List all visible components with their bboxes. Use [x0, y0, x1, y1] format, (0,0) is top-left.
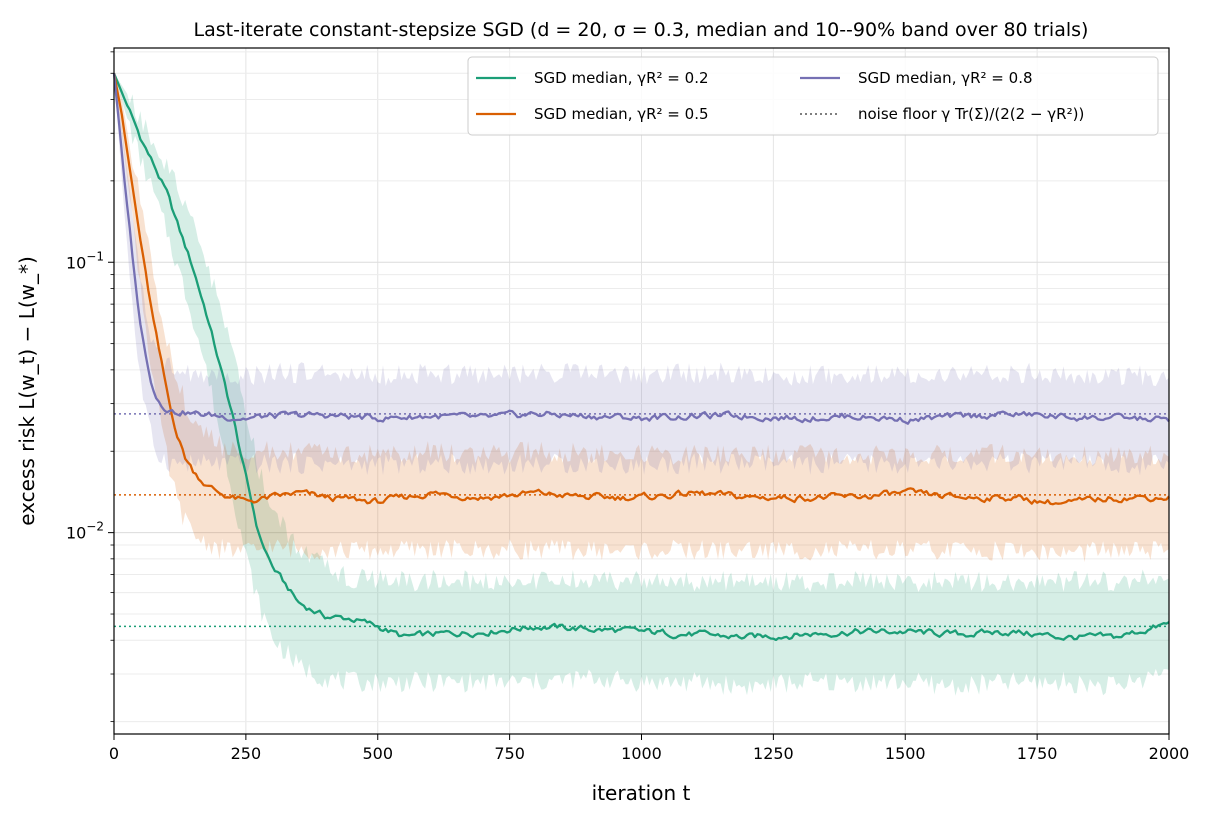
- legend-label-4: noise floor γ Tr(Σ)/(2(2 − γR²)): [858, 105, 1084, 123]
- x-axis-label: iteration t: [592, 781, 691, 805]
- median-line-series-2: [112, 73, 1170, 506]
- legend-label-1: SGD median, γR² = 0.2: [534, 69, 709, 87]
- median-line-series-1: [112, 72, 1170, 642]
- x-tick-label: 750: [494, 744, 525, 763]
- legend: SGD median, γR² = 0.2 SGD median, γR² = 0…: [467, 56, 1159, 136]
- band-series-1: [114, 73, 1169, 696]
- x-tick-label: 250: [231, 744, 262, 763]
- chart-title: Last-iterate constant-stepsize SGD (d = …: [194, 19, 1089, 41]
- median-lines: [112, 72, 1170, 642]
- y-axis-ticks: 10−1 10−2: [66, 51, 114, 723]
- y-axis-label: excess risk L(w_t) − L(w_*): [15, 256, 39, 526]
- band-series-2: [114, 73, 1169, 563]
- legend-label-2: SGD median, γR² = 0.5: [534, 105, 709, 123]
- y-tick-label: 10−1: [66, 249, 104, 272]
- x-tick-label: 1250: [753, 744, 794, 763]
- confidence-bands: [114, 73, 1169, 696]
- band-series-3: [114, 73, 1169, 476]
- x-tick-label: 2000: [1149, 744, 1190, 763]
- median-line-series-3: [112, 73, 1170, 425]
- x-axis-ticks: 0 250 500 750 1000 1250 1500 1750 2000: [109, 734, 1189, 763]
- x-tick-label: 1000: [621, 744, 662, 763]
- x-tick-label: 0: [109, 744, 119, 763]
- x-tick-label: 1500: [885, 744, 926, 763]
- x-tick-label: 500: [362, 744, 393, 763]
- legend-label-3: SGD median, γR² = 0.8: [858, 69, 1033, 87]
- x-tick-label: 1750: [1017, 744, 1058, 763]
- legend-box: [467, 56, 1159, 136]
- y-tick-label: 10−2: [66, 520, 104, 543]
